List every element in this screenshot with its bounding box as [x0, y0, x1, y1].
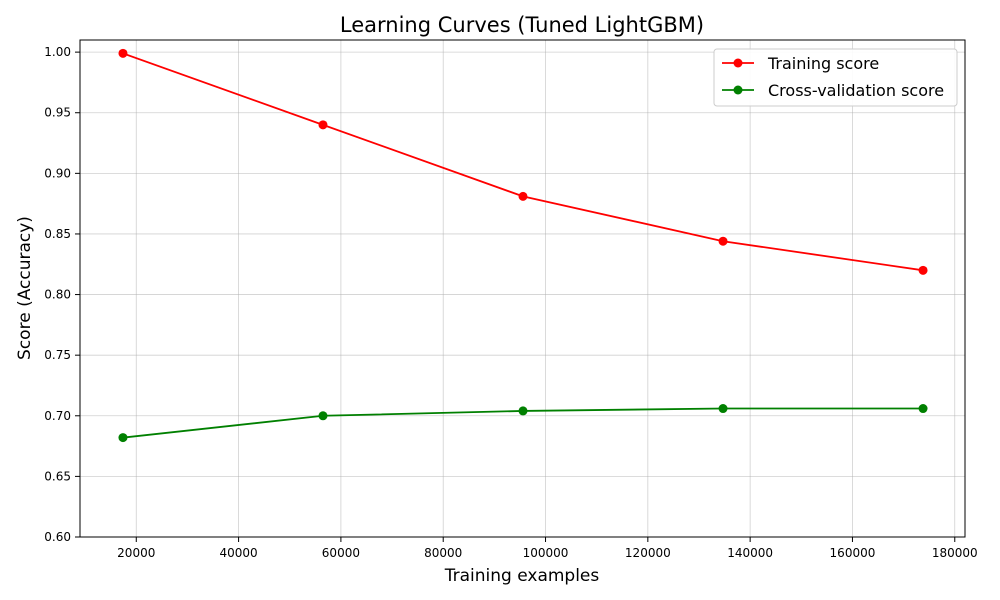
y-tick-label: 0.60 — [44, 530, 71, 544]
x-tick-label: 160000 — [830, 546, 876, 560]
x-tick-label: 120000 — [625, 546, 671, 560]
plot-frame — [79, 39, 966, 538]
series-1-point — [918, 404, 928, 414]
legend-marker-cv — [733, 85, 743, 95]
series-0-point — [718, 236, 728, 246]
legend-box — [713, 48, 958, 107]
y-tick-label: 0.80 — [44, 288, 71, 302]
y-axis-title: Score (Accuracy) — [15, 216, 35, 360]
series-0-point — [918, 265, 928, 275]
series-0-point — [118, 48, 128, 58]
series-1-point — [118, 433, 128, 443]
y-tick-label: 0.90 — [44, 166, 71, 180]
x-tick-label: 100000 — [523, 546, 569, 560]
x-tick-label: 80000 — [424, 546, 462, 560]
y-tick-label: 0.75 — [44, 348, 71, 362]
y-tick-label: 0.70 — [44, 409, 71, 423]
legend-marker-training — [733, 58, 743, 68]
legend-label-training: Training score — [767, 54, 879, 73]
series-0-point — [518, 191, 528, 201]
legend: Training score Cross-validation score — [713, 48, 958, 107]
x-tick-label: 60000 — [322, 546, 360, 560]
plot-area — [80, 40, 965, 537]
x-axis-title: Training examples — [444, 566, 600, 586]
grid — [80, 40, 965, 538]
y-tick-label: 0.95 — [44, 106, 71, 120]
series-1-point — [518, 406, 528, 416]
series-0-point — [318, 120, 328, 130]
x-tick-label: 20000 — [117, 546, 155, 560]
y-tick-label: 1.00 — [44, 45, 71, 59]
x-tick-label: 40000 — [219, 546, 257, 560]
legend-label-cv: Cross-validation score — [768, 81, 944, 100]
series-layer — [118, 48, 928, 443]
series-1-point — [318, 411, 328, 421]
axis-ticks: 20000 40000 60000 80000 100000 120000 140000 16… — [44, 45, 977, 560]
x-tick-label: 180000 — [932, 546, 978, 560]
chart-title: Learning Curves (Tuned LightGBM) — [340, 13, 704, 37]
series-1-point — [718, 404, 728, 414]
y-tick-label: 0.65 — [44, 469, 71, 483]
x-tick-label: 140000 — [727, 546, 773, 560]
y-tick-label: 0.85 — [44, 227, 71, 241]
